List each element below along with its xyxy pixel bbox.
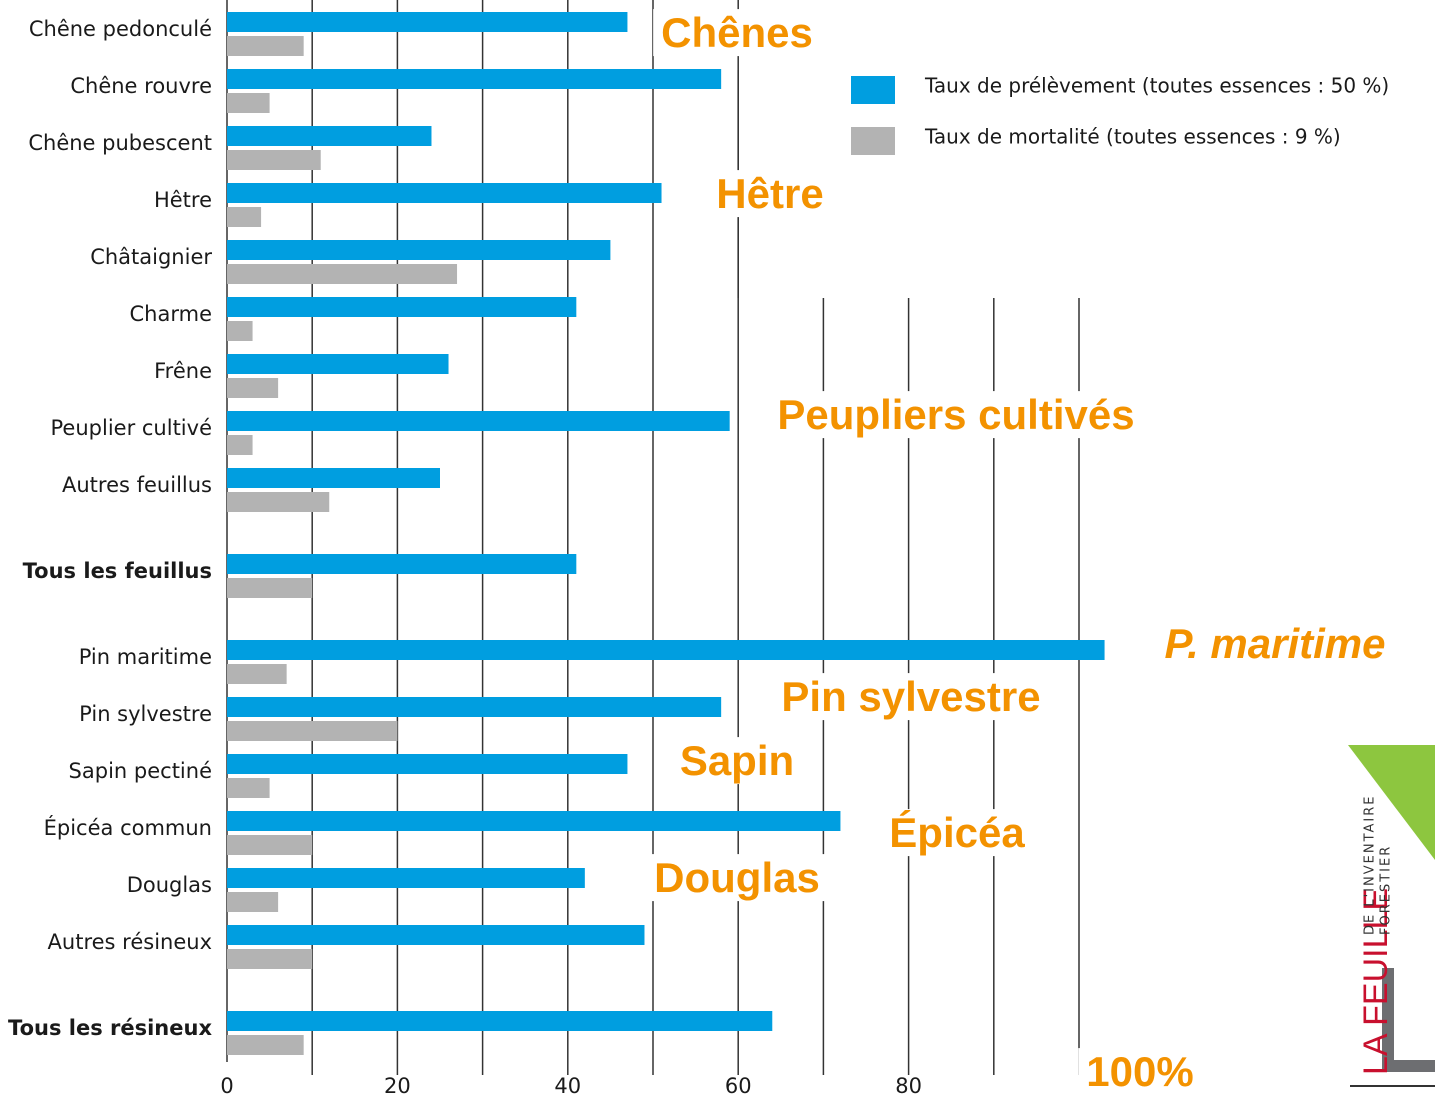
logo-title: LA FEUILLE <box>1357 888 1395 1075</box>
bar <box>227 264 458 284</box>
annotation: Chênes <box>661 9 813 56</box>
bar <box>227 183 662 203</box>
category-label: Peuplier cultivé <box>51 416 212 440</box>
bar <box>227 925 645 945</box>
annotation: Épicéa <box>889 809 1025 856</box>
category-label: Pin maritime <box>79 645 212 669</box>
x-tick-label: 20 <box>384 1074 411 1098</box>
bar <box>227 754 628 774</box>
logo-letter <box>1382 968 1435 1072</box>
category-label: Châtaignier <box>90 245 212 269</box>
category-label: Sapin pectiné <box>69 759 212 783</box>
bar <box>227 126 432 146</box>
bar <box>227 435 253 455</box>
bar <box>227 69 722 89</box>
category-label: Pin sylvestre <box>79 702 212 726</box>
bar <box>227 949 313 969</box>
bar <box>227 468 440 488</box>
category-label: Charme <box>130 302 212 326</box>
bar <box>227 378 279 398</box>
annotation-background <box>653 9 821 57</box>
category-label: Douglas <box>127 873 212 897</box>
x-tick-label: 80 <box>895 1074 922 1098</box>
annotation: P. maritime <box>1164 620 1385 667</box>
category-label: Épicéa commun <box>44 815 212 840</box>
bar <box>227 721 398 741</box>
bar <box>227 640 1105 660</box>
annotation-background <box>646 854 828 902</box>
bar <box>227 297 577 317</box>
category-label: Frêne <box>154 359 212 383</box>
bar <box>227 354 449 374</box>
annotation-background <box>773 673 1049 721</box>
bar <box>227 1011 773 1031</box>
bar <box>227 697 722 717</box>
bar <box>227 811 841 831</box>
bar <box>227 36 304 56</box>
annotation: Hêtre <box>716 170 823 217</box>
bar <box>227 868 585 888</box>
annotation: Douglas <box>654 854 820 901</box>
bar <box>227 240 611 260</box>
category-label: Tous les résineux <box>8 1016 212 1040</box>
x-tick-label: 0 <box>220 1074 233 1098</box>
category-label: Chêne rouvre <box>70 74 212 98</box>
annotation: 100% <box>1086 1048 1193 1095</box>
category-label: Chêne pedonculé <box>29 17 212 41</box>
bar <box>227 835 313 855</box>
annotation-background <box>671 737 803 785</box>
bar <box>227 492 330 512</box>
category-label: Autres feuillus <box>62 473 212 497</box>
bar <box>227 1035 304 1055</box>
legend-label: Taux de prélèvement (toutes essences : 5… <box>924 74 1389 98</box>
bar <box>227 321 253 341</box>
bar <box>227 778 270 798</box>
annotation-background <box>708 170 832 218</box>
annotation: Peupliers cultivés <box>777 391 1134 438</box>
annotation: Pin sylvestre <box>781 673 1040 720</box>
x-tick-label: 60 <box>725 1074 752 1098</box>
x-tick-label: 40 <box>554 1074 581 1098</box>
bar <box>227 93 270 113</box>
bar <box>227 150 321 170</box>
annotation: Sapin <box>680 737 794 784</box>
bar <box>227 578 313 598</box>
bar <box>227 207 262 227</box>
category-label: Chêne pubescent <box>28 131 212 155</box>
bar <box>227 892 279 912</box>
legend-background <box>745 0 1435 298</box>
category-label: Tous les feuillus <box>23 559 212 583</box>
logo-line: DE L'INVENTAIRE <box>1363 795 1378 935</box>
annotation-background <box>1078 1048 1202 1096</box>
category-label: Autres résineux <box>48 930 212 954</box>
legend-label: Taux de mortalité (toutes essences : 9 %… <box>924 125 1341 149</box>
bar <box>227 411 730 431</box>
logo-line: FORESTIER <box>1379 845 1394 935</box>
legend-swatch <box>851 127 895 155</box>
annotation-background <box>881 809 1034 857</box>
bar <box>227 554 577 574</box>
annotation-background <box>769 391 1143 439</box>
logo-shape <box>1348 745 1435 860</box>
legend-swatch <box>851 76 895 104</box>
bar <box>227 12 628 32</box>
category-label: Hêtre <box>154 188 212 212</box>
bar <box>227 664 287 684</box>
